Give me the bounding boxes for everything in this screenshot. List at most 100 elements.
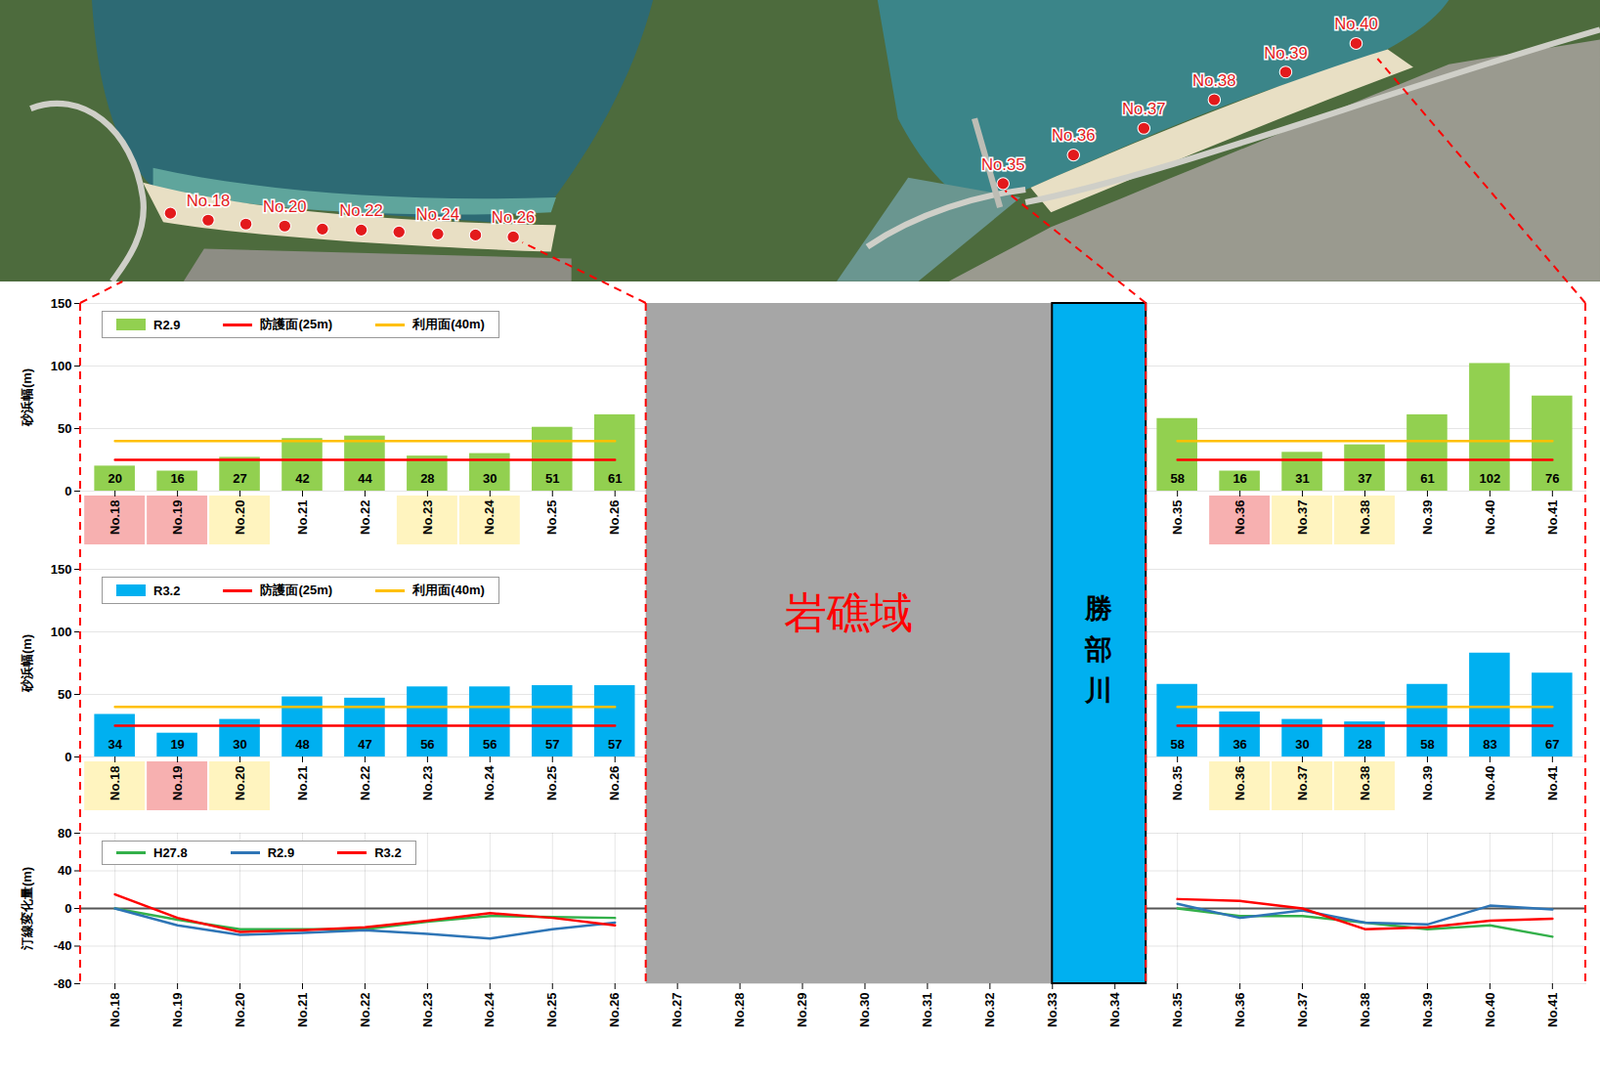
svg-text:No.41: No.41 [1544, 500, 1559, 535]
svg-text:100: 100 [50, 358, 73, 374]
svg-text:No.20: No.20 [232, 766, 248, 801]
svg-text:61: 61 [1420, 471, 1434, 486]
svg-text:No.35: No.35 [1169, 766, 1185, 801]
svg-text:No.39: No.39 [1420, 993, 1435, 1028]
svg-text:No.30: No.30 [857, 993, 872, 1028]
svg-text:No.18: No.18 [107, 766, 123, 801]
svg-text:No.35: No.35 [981, 155, 1026, 173]
svg-text:No.20: No.20 [232, 993, 248, 1028]
svg-text:No.18: No.18 [107, 993, 123, 1028]
svg-text:-40: -40 [53, 938, 73, 953]
svg-text:28: 28 [1357, 736, 1372, 752]
svg-text:No.39: No.39 [1420, 766, 1435, 801]
svg-text:No.22: No.22 [357, 500, 373, 535]
svg-text:No.19: No.19 [170, 766, 185, 801]
svg-text:No.29: No.29 [794, 993, 810, 1028]
svg-text:No.36: No.36 [1232, 500, 1248, 535]
svg-text:No.18: No.18 [107, 500, 123, 535]
svg-text:56: 56 [420, 736, 434, 752]
svg-text:No.23: No.23 [420, 993, 435, 1028]
svg-text:勝: 勝 [1083, 593, 1113, 624]
svg-text:No.23: No.23 [420, 500, 435, 535]
svg-text:19: 19 [170, 736, 184, 752]
svg-text:57: 57 [545, 736, 560, 752]
svg-text:102: 102 [1479, 471, 1502, 486]
svg-text:No.20: No.20 [262, 197, 307, 216]
svg-text:50: 50 [57, 421, 72, 436]
svg-text:砂浜幅(m): 砂浜幅(m) [19, 634, 35, 693]
svg-text:50: 50 [57, 687, 72, 702]
svg-text:No.20: No.20 [232, 500, 248, 535]
svg-text:No.41: No.41 [1544, 993, 1559, 1028]
svg-text:No.26: No.26 [491, 209, 536, 227]
svg-text:No.32: No.32 [982, 993, 997, 1028]
svg-text:No.37: No.37 [1122, 99, 1167, 118]
svg-text:No.28: No.28 [732, 993, 747, 1028]
svg-text:30: 30 [482, 471, 497, 486]
svg-text:83: 83 [1482, 736, 1497, 752]
svg-text:16: 16 [170, 471, 184, 486]
svg-text:34: 34 [107, 736, 123, 752]
svg-text:No.33: No.33 [1044, 993, 1060, 1028]
svg-text:28: 28 [420, 471, 434, 486]
svg-text:汀線変化量(m): 汀線変化量(m) [19, 866, 35, 952]
svg-text:No.36: No.36 [1232, 993, 1248, 1028]
svg-text:20: 20 [107, 471, 122, 486]
svg-text:部: 部 [1083, 634, 1113, 665]
svg-text:No.35: No.35 [1169, 500, 1185, 535]
svg-text:40: 40 [57, 863, 72, 878]
svg-text:No.40: No.40 [1334, 15, 1379, 34]
svg-text:51: 51 [545, 471, 560, 486]
svg-text:56: 56 [482, 736, 497, 752]
svg-text:No.19: No.19 [170, 500, 185, 535]
svg-text:No.26: No.26 [606, 993, 622, 1028]
svg-text:No.40: No.40 [1482, 993, 1498, 1028]
svg-text:No.27: No.27 [669, 993, 685, 1028]
svg-text:No.37: No.37 [1295, 993, 1310, 1028]
svg-text:58: 58 [1169, 736, 1184, 752]
svg-text:No.39: No.39 [1420, 500, 1435, 535]
svg-text:No.24: No.24 [416, 205, 461, 223]
svg-text:No.26: No.26 [606, 766, 622, 801]
svg-text:No.23: No.23 [420, 766, 435, 801]
svg-text:44: 44 [357, 471, 373, 486]
svg-text:0: 0 [64, 901, 72, 916]
svg-text:No.37: No.37 [1295, 500, 1310, 535]
svg-text:0: 0 [64, 483, 72, 499]
svg-text:150: 150 [50, 562, 73, 577]
svg-text:No.21: No.21 [295, 993, 310, 1028]
svg-text:-80: -80 [53, 976, 73, 992]
svg-text:30: 30 [232, 736, 247, 752]
svg-text:30: 30 [1295, 736, 1309, 752]
svg-text:42: 42 [295, 471, 309, 486]
svg-text:80: 80 [57, 825, 72, 841]
svg-text:No.21: No.21 [295, 766, 310, 801]
svg-text:16: 16 [1232, 471, 1247, 486]
svg-text:No.36: No.36 [1232, 766, 1248, 801]
svg-text:No.22: No.22 [339, 201, 384, 219]
svg-text:76: 76 [1545, 471, 1559, 486]
svg-text:No.18: No.18 [186, 191, 231, 210]
svg-text:61: 61 [607, 471, 622, 486]
svg-text:58: 58 [1169, 471, 1184, 486]
svg-text:37: 37 [1357, 471, 1372, 486]
svg-text:0: 0 [64, 749, 72, 765]
svg-text:67: 67 [1545, 736, 1559, 752]
svg-text:47: 47 [357, 736, 372, 752]
svg-text:No.40: No.40 [1482, 500, 1498, 535]
svg-text:No.41: No.41 [1544, 766, 1559, 801]
svg-text:100: 100 [50, 624, 73, 640]
svg-text:No.22: No.22 [357, 993, 373, 1028]
svg-text:砂浜幅(m): 砂浜幅(m) [19, 368, 35, 428]
svg-text:31: 31 [1295, 471, 1309, 486]
svg-text:No.38: No.38 [1357, 766, 1373, 801]
svg-text:No.35: No.35 [1169, 993, 1185, 1028]
svg-text:No.24: No.24 [481, 765, 497, 801]
svg-text:27: 27 [232, 471, 247, 486]
svg-text:No.36: No.36 [1051, 127, 1096, 145]
svg-text:No.38: No.38 [1192, 71, 1237, 89]
svg-text:36: 36 [1232, 736, 1247, 752]
svg-text:No.25: No.25 [544, 766, 560, 801]
svg-text:No.38: No.38 [1357, 993, 1373, 1028]
svg-text:No.26: No.26 [606, 500, 622, 535]
